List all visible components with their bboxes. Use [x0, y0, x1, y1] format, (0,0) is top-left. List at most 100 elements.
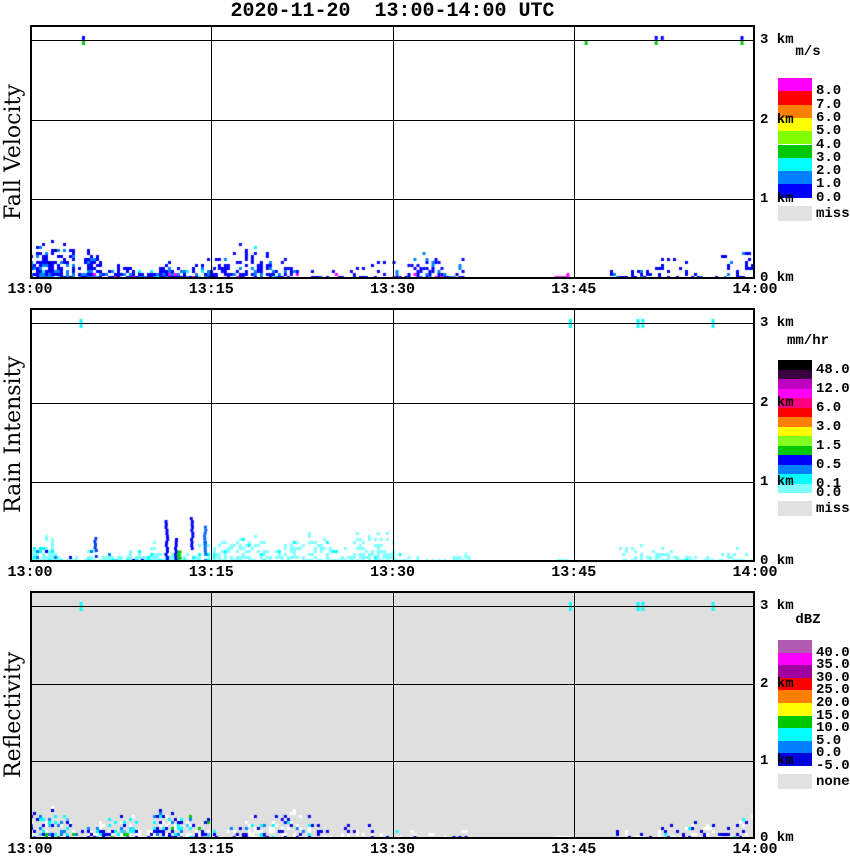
legend-color-block	[778, 360, 812, 370]
legend-color-block	[778, 184, 812, 198]
time-gridline	[573, 308, 575, 562]
height-tick-label: 1 km	[760, 191, 794, 208]
height-tick-label: 2 km	[760, 675, 794, 692]
legend-value-label: 4.0	[816, 136, 842, 153]
legend-color-block	[778, 91, 812, 105]
legend-value-label: 0.5	[816, 456, 842, 473]
time-gridline	[211, 591, 213, 839]
legend-color-block	[778, 117, 812, 132]
time-tick-label: 13:45	[551, 564, 597, 581]
legend-value-label: 1.0	[816, 176, 842, 193]
legend-value-label: 5.0	[816, 123, 842, 140]
legend-value-label: 35.0	[816, 657, 850, 674]
legend-value-label: 0.0	[816, 189, 842, 206]
legend-unit-label: m/s	[795, 44, 821, 60]
plot-area-rain-intensity	[30, 308, 755, 562]
legend-color-block	[778, 464, 812, 474]
plot-area-fall-velocity	[30, 25, 755, 279]
legend-value-label: 2.0	[816, 163, 842, 180]
legend-value-label: 0.0	[816, 485, 842, 501]
legend-value-label: 3.0	[816, 149, 842, 166]
legend-color-block	[778, 728, 812, 741]
y-axis-title-reflectivity: Reflectivity	[1, 651, 26, 779]
legend-color-block	[778, 379, 812, 389]
legend-color-block	[778, 640, 812, 653]
time-gridline	[573, 25, 575, 279]
time-tick-label: 13:15	[188, 564, 234, 581]
legend-value-label: 40.0	[816, 644, 850, 661]
legend-color-block	[778, 388, 812, 398]
panel-fall-velocity: Fall Velocity m/s 8.0 7.0 6.0 5.0 4.0 3.0 2.0 1.…	[0, 25, 850, 301]
legend-color-block	[778, 157, 812, 172]
legend-color-block	[778, 104, 812, 118]
legend-color-block	[778, 665, 812, 678]
legend-color-block	[778, 652, 812, 666]
legend-color-block	[778, 753, 812, 766]
time-tick-label: 13:00	[7, 564, 53, 581]
legend-color-block	[778, 690, 812, 703]
legend-color-block	[778, 407, 812, 417]
legend-value-label: 0.0	[816, 745, 842, 762]
legend-value-label: -5.0	[816, 758, 850, 774]
time-tick-label: 14:00	[732, 281, 778, 298]
time-gridline	[211, 25, 213, 279]
height-tick-label: 2 km	[760, 111, 794, 128]
legend-nodata-label: miss	[816, 501, 850, 517]
legend-nodata-label: none	[816, 774, 850, 790]
time-tick-label: 13:15	[188, 281, 234, 298]
height-tick-label: 3 km	[760, 32, 794, 48]
legend-color-block	[778, 455, 812, 465]
legend-value-label: 25.0	[816, 682, 850, 699]
legend-nodata-block	[778, 501, 812, 516]
legend-nodata-block	[778, 205, 812, 221]
height-tick-label: 0 km	[760, 270, 794, 286]
legend-color-block	[778, 78, 812, 92]
legend-color-block	[778, 426, 812, 436]
height-tick-label: 2 km	[760, 394, 794, 411]
legend-value-label: 30.0	[816, 669, 850, 686]
legend-color-block	[778, 703, 812, 716]
time-tick-label: 14:00	[732, 841, 778, 858]
legend-nodata-label: miss	[816, 205, 850, 222]
time-tick-label: 13:45	[551, 281, 597, 298]
height-tick-label: 3 km	[760, 315, 794, 331]
legend-color-block	[778, 677, 812, 691]
panel-rain-intensity: Rain Intensity mm/hr 48.0 12.0 6.0 3.0 1.5 0.5…	[0, 308, 850, 584]
legend-color-block	[778, 715, 812, 729]
time-tick-label: 13:30	[369, 564, 416, 581]
legend-value-label: 12.0	[816, 380, 850, 397]
legend-value-label: 6.0	[816, 109, 842, 126]
legend-value-label: 10.0	[816, 720, 850, 737]
legend-color-block	[778, 445, 812, 455]
legend-nodata-block	[778, 774, 812, 789]
figure-title: 2020-11-20 13:00-14:00 UTC	[230, 0, 555, 23]
height-tick-label: 1 km	[760, 753, 794, 770]
time-gridline	[392, 591, 394, 839]
time-tick-label: 13:30	[369, 841, 416, 858]
y-axis-title-rain-intensity: Rain Intensity	[1, 356, 26, 514]
legend-value-label: 7.0	[816, 96, 842, 113]
legend-unit-label: dBZ	[795, 612, 821, 628]
height-tick-label: 1 km	[760, 474, 794, 491]
time-tick-label: 13:45	[551, 841, 597, 858]
legend-color-block	[778, 131, 812, 145]
legend-color-block	[778, 369, 812, 379]
time-gridline	[392, 25, 394, 279]
legend-value-label: 0.1	[816, 475, 842, 492]
legend-value-label: 20.0	[816, 695, 850, 711]
plot-area-reflectivity	[30, 591, 755, 839]
legend-value-label: 6.0	[816, 399, 842, 416]
time-gridline	[392, 308, 394, 562]
time-tick-label: 13:00	[7, 841, 53, 858]
time-tick-label: 13:15	[188, 841, 234, 858]
legend-value-label: 1.5	[816, 437, 842, 454]
panel-reflectivity: Reflectivity dBZ 40.0 35.0 30.0 25.0 20.0 15.0…	[0, 591, 850, 861]
y-axis-title-fall-velocity: Fall Velocity	[1, 84, 26, 220]
legend-color-block	[778, 171, 812, 185]
legend-unit-label: mm/hr	[786, 333, 829, 349]
legend-color-block	[778, 740, 812, 754]
legend-color-block	[778, 483, 812, 493]
legend-value-label: 15.0	[816, 707, 850, 724]
legend-value-label: 5.0	[816, 732, 842, 749]
